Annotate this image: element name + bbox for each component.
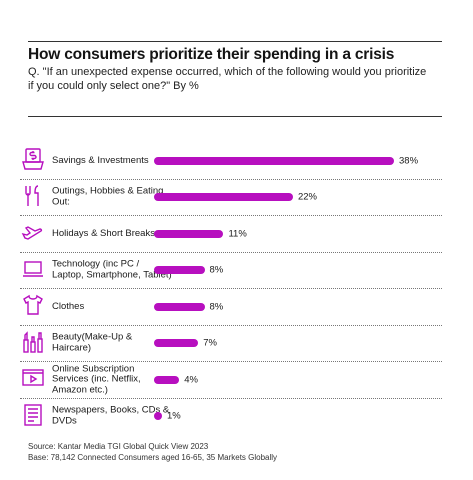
bar	[154, 302, 205, 311]
value-label: 4%	[184, 374, 198, 386]
newspaper-icon	[21, 403, 45, 427]
value-label: 8%	[209, 264, 224, 276]
bar-row: Clothes 8%	[20, 289, 442, 326]
chart-title: How consumers prioritize their spending …	[28, 46, 395, 63]
video-player-icon	[21, 366, 45, 390]
bar-track	[154, 229, 394, 238]
shirt-icon	[21, 293, 45, 317]
bar	[154, 266, 205, 275]
category-label: Outings, Hobbies & Eating Out:	[52, 185, 164, 208]
bar-track	[154, 412, 394, 421]
category-label: Technology (inc PC / Laptop, Smartphone,…	[52, 258, 172, 281]
bar-row: Beauty(Make-Up & Haircare) 7%	[20, 326, 442, 362]
bar-row: Savings & Investments 38%	[20, 143, 442, 180]
bar-row: Holidays & Short Breaks 11%	[20, 216, 442, 253]
category-label: Clothes	[52, 300, 85, 312]
bar-row: Technology (inc PC / Laptop, Smartphone,…	[20, 253, 442, 289]
bar	[154, 156, 394, 165]
top-rule	[28, 41, 442, 42]
value-label: 8%	[209, 301, 224, 313]
category-label: Savings & Investments	[52, 154, 149, 166]
value-label: 7%	[203, 337, 217, 349]
cutlery-icon	[21, 184, 45, 208]
cosmetics-icon	[21, 330, 45, 354]
bar	[154, 375, 180, 384]
header-rule	[28, 116, 442, 117]
value-label: 38%	[399, 155, 419, 167]
bar	[154, 193, 293, 202]
piggy-bank-icon	[21, 147, 45, 171]
source-line: Source: Kantar Media TGI Global Quick Vi…	[28, 442, 209, 451]
bar-track	[154, 302, 394, 311]
category-label: Online Subscription Services (inc. Netfl…	[52, 363, 141, 395]
bar	[154, 339, 199, 348]
chart-subtitle: Q. "If an unexpected expense occurred, w…	[28, 66, 427, 92]
category-label: Newspapers, Books, CDs & DVDs	[52, 404, 170, 427]
bar-track	[154, 193, 394, 202]
bar-track	[154, 375, 394, 384]
chart-source: Source: Kantar Media TGI Global Quick Vi…	[28, 441, 448, 463]
category-label: Beauty(Make-Up & Haircare)	[52, 331, 133, 354]
bar	[154, 412, 162, 421]
value-label: 1%	[167, 410, 181, 422]
bar-track	[154, 266, 394, 275]
bar-row: Outings, Hobbies & Eating Out: 22%	[20, 180, 442, 216]
bar-row: Newspapers, Books, CDs & DVDs 1%	[20, 399, 442, 435]
bar-chart: Savings & Investments 38% Outings, Hobbies…	[20, 143, 442, 434]
bar-track	[154, 156, 394, 165]
value-label: 22%	[297, 191, 317, 203]
laptop-icon	[21, 257, 45, 281]
bar-row: Online Subscription Services (inc. Netfl…	[20, 362, 442, 399]
bar-track	[154, 339, 394, 348]
airplane-icon	[21, 220, 45, 244]
base-line: Base: 78,142 Connected Consumers aged 16…	[28, 453, 278, 462]
category-label: Holidays & Short Breaks	[52, 227, 155, 239]
value-label: 11%	[228, 228, 247, 240]
bar	[154, 229, 224, 238]
